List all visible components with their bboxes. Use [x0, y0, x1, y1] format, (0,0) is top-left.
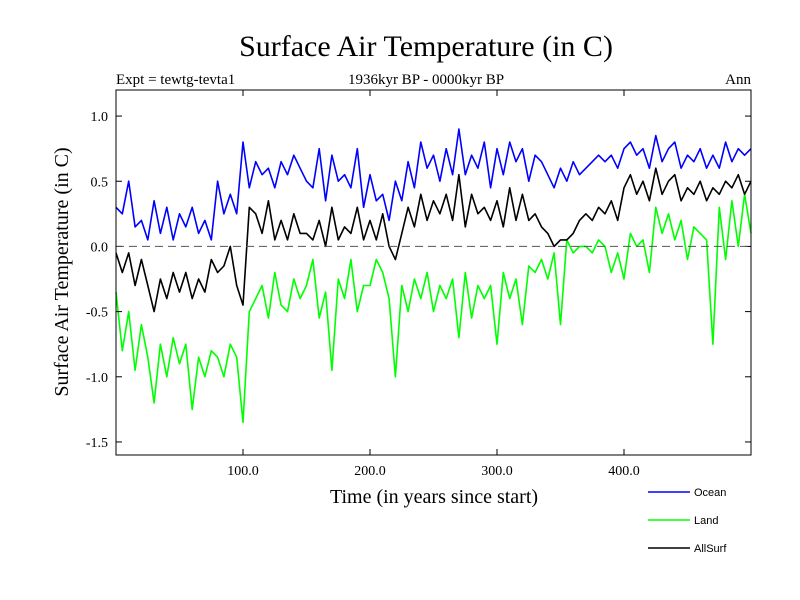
season-label: Ann — [725, 72, 751, 88]
x-tick-label: 300.0 — [481, 464, 513, 479]
experiment-label: Expt = tewtg-tevta1 — [116, 72, 235, 88]
series-layer — [115, 128, 752, 424]
series-line-allsurf — [115, 167, 752, 313]
chart-title: Surface Air Temperature (in C) — [239, 30, 613, 63]
axis-layer: 100.0 200.0 300.0 400.0 1.0 0.5 0.0 -0.5 -1.0 -1.… — [86, 90, 751, 479]
legend-label-ocean: Ocean — [694, 487, 726, 499]
x-tick-label: 100.0 — [227, 464, 259, 479]
y-tick-label: -0.5 — [86, 306, 108, 321]
plot-frame — [115, 89, 752, 456]
legend-label-allsurf: AllSurf — [694, 543, 727, 555]
y-tick-label: 1.0 — [91, 110, 109, 125]
y-axis-label: Surface Air Temperature (in C) — [51, 147, 73, 396]
x-axis-label: Time (in years since start) — [330, 486, 538, 508]
y-tick-label: 0.5 — [91, 175, 109, 190]
series-line-land — [115, 193, 752, 424]
y-tick-label: -1.5 — [86, 436, 108, 451]
y-tick-label: -1.0 — [86, 371, 108, 386]
series-line-ocean — [115, 128, 752, 241]
y-tick-label: 0.0 — [91, 240, 109, 255]
legend-label-land: Land — [694, 515, 718, 527]
legend: Ocean Land AllSurf — [648, 487, 727, 555]
x-tick-label: 200.0 — [354, 464, 386, 479]
chart-subtitle: 1936kyr BP - 0000kyr BP — [348, 72, 504, 88]
x-tick-label: 400.0 — [608, 464, 640, 479]
